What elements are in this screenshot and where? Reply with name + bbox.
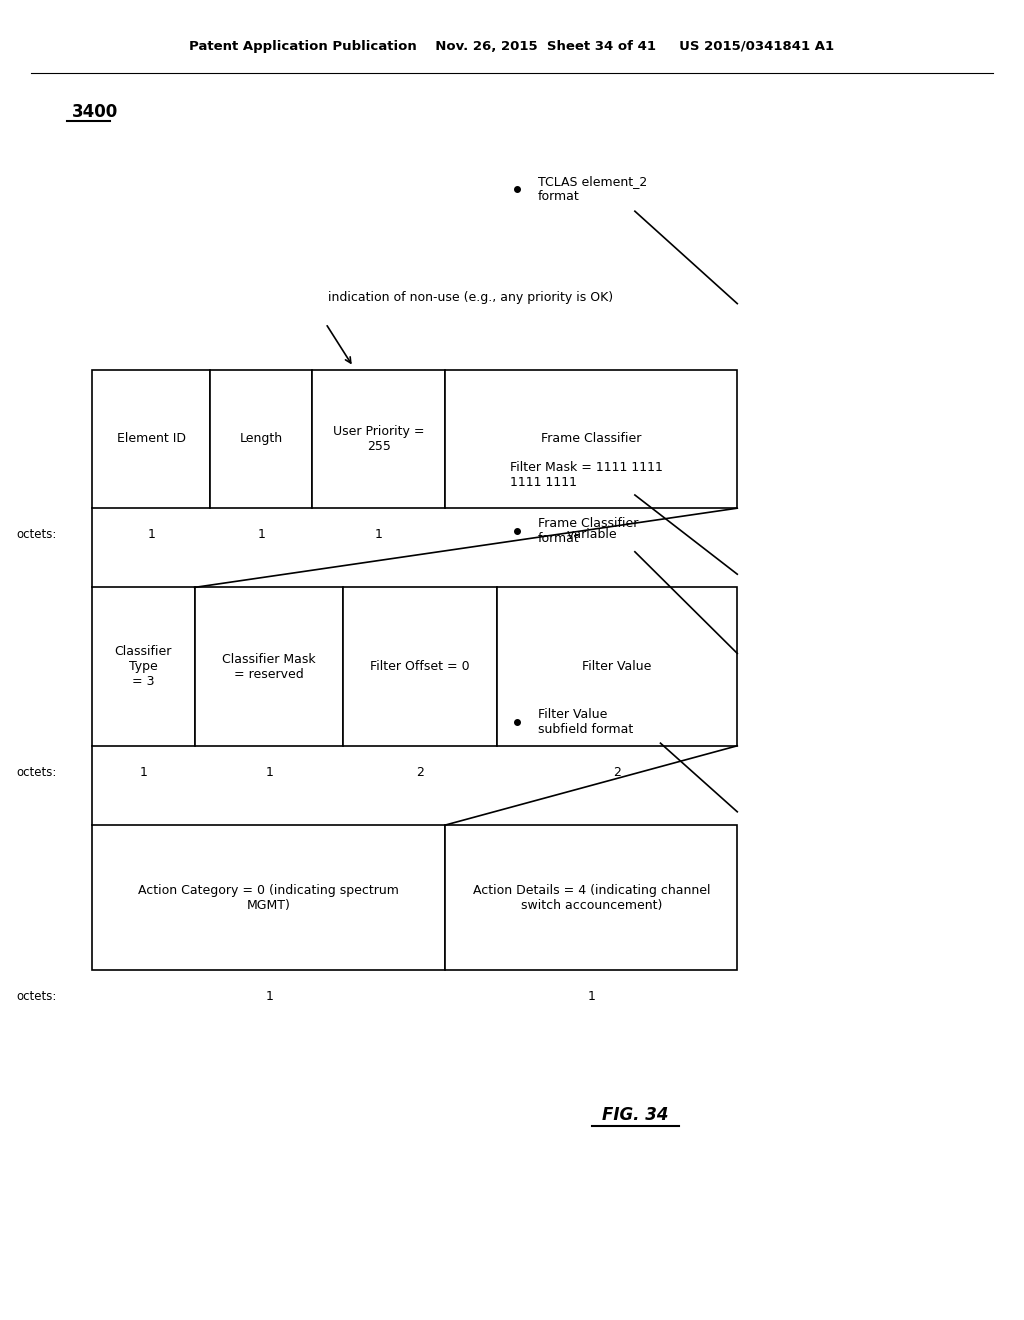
Text: 1: 1 <box>588 990 596 1003</box>
FancyBboxPatch shape <box>445 370 737 508</box>
Text: indication of non-use (e.g., any priority is OK): indication of non-use (e.g., any priorit… <box>329 290 613 304</box>
FancyBboxPatch shape <box>445 825 737 970</box>
Text: Action Category = 0 (indicating spectrum
MGMT): Action Category = 0 (indicating spectrum… <box>138 883 399 912</box>
FancyBboxPatch shape <box>92 825 445 970</box>
Text: Frame Classifier: Frame Classifier <box>541 433 642 445</box>
FancyBboxPatch shape <box>343 587 497 746</box>
Text: 2: 2 <box>416 766 424 779</box>
Text: octets:: octets: <box>16 528 56 541</box>
Text: 1: 1 <box>257 528 265 541</box>
Text: octets:: octets: <box>16 766 56 779</box>
Text: Classifier Mask
= reserved: Classifier Mask = reserved <box>222 652 315 681</box>
Text: Action Details = 4 (indicating channel
switch accouncement): Action Details = 4 (indicating channel s… <box>473 883 710 912</box>
Text: Patent Application Publication    Nov. 26, 2015  Sheet 34 of 41     US 2015/0341: Patent Application Publication Nov. 26, … <box>189 40 835 53</box>
FancyBboxPatch shape <box>497 587 737 746</box>
Text: User Priority =
255: User Priority = 255 <box>333 425 425 453</box>
Text: Length: Length <box>240 433 283 445</box>
Text: Filter Offset = 0: Filter Offset = 0 <box>370 660 470 673</box>
Text: Classifier
Type
= 3: Classifier Type = 3 <box>115 645 172 688</box>
Text: 1: 1 <box>375 528 383 541</box>
Text: TCLAS element_2
format: TCLAS element_2 format <box>538 174 647 203</box>
FancyBboxPatch shape <box>92 370 210 508</box>
Text: 1: 1 <box>139 766 147 779</box>
FancyBboxPatch shape <box>195 587 343 746</box>
Text: 3400: 3400 <box>72 103 118 121</box>
Text: 2: 2 <box>613 766 622 779</box>
FancyBboxPatch shape <box>210 370 312 508</box>
Text: octets:: octets: <box>16 990 56 1003</box>
Text: Filter Value: Filter Value <box>583 660 651 673</box>
Text: 1: 1 <box>265 766 273 779</box>
FancyBboxPatch shape <box>312 370 445 508</box>
Text: 1: 1 <box>265 990 273 1003</box>
Text: FIG. 34: FIG. 34 <box>602 1106 668 1125</box>
Text: Frame Classifier
format: Frame Classifier format <box>538 516 638 545</box>
FancyBboxPatch shape <box>92 587 195 746</box>
Text: variable: variable <box>566 528 617 541</box>
Text: Filter Mask = 1111 1111
1111 1111: Filter Mask = 1111 1111 1111 1111 <box>510 461 663 490</box>
Text: Filter Value
subfield format: Filter Value subfield format <box>538 708 633 737</box>
Text: 1: 1 <box>147 528 156 541</box>
Text: Element ID: Element ID <box>117 433 185 445</box>
